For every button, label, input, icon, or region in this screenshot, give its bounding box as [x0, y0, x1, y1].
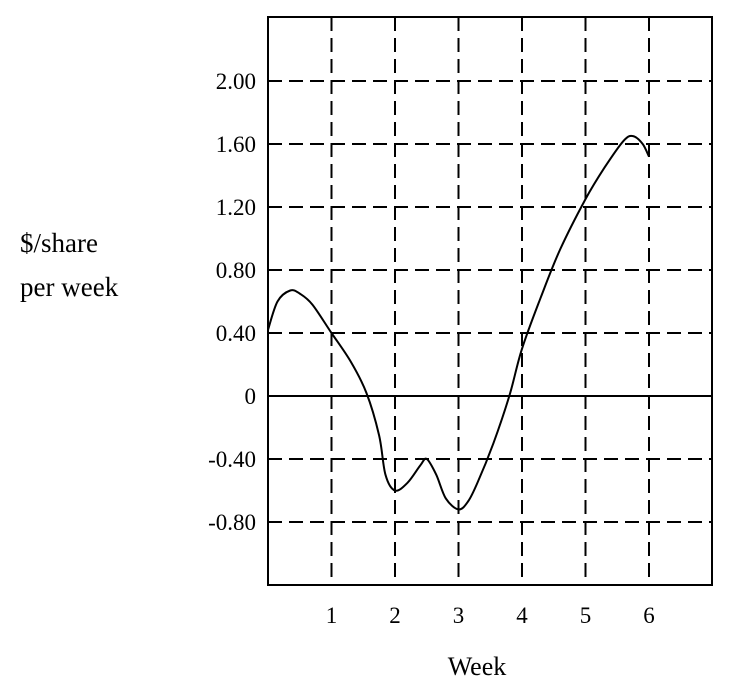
- y-tick-label: -0.40: [208, 447, 256, 472]
- y-tick-labels: 2.00 1.60 1.20 0.80 0.40 0 -0.40 -0.80: [208, 69, 256, 535]
- x-tick-label: 5: [580, 603, 592, 628]
- x-tick-labels: 1 2 3 4 5 6: [326, 603, 655, 628]
- x-axis-label: Week: [448, 652, 507, 681]
- y-tick-label: -0.80: [208, 510, 256, 535]
- series-line: [267, 134, 650, 511]
- x-tick-label: 4: [516, 603, 528, 628]
- y-tick-label: 0.80: [216, 258, 256, 283]
- y-tick-label: 2.00: [216, 69, 256, 94]
- y-axis-label-line-2: per week: [20, 272, 119, 302]
- y-axis-label-line-1: $/share: [20, 228, 98, 258]
- x-tick-label: 1: [326, 603, 338, 628]
- y-tick-label: 1.20: [216, 195, 256, 220]
- x-tick-label: 6: [643, 603, 655, 628]
- x-tick-label: 2: [389, 603, 401, 628]
- y-tick-label: 1.60: [216, 132, 256, 157]
- y-tick-label: 0.40: [216, 321, 256, 346]
- grid: [268, 17, 712, 585]
- plot-frame: [267, 16, 713, 586]
- y-tick-label: 0: [245, 384, 257, 409]
- x-tick-label: 3: [453, 603, 465, 628]
